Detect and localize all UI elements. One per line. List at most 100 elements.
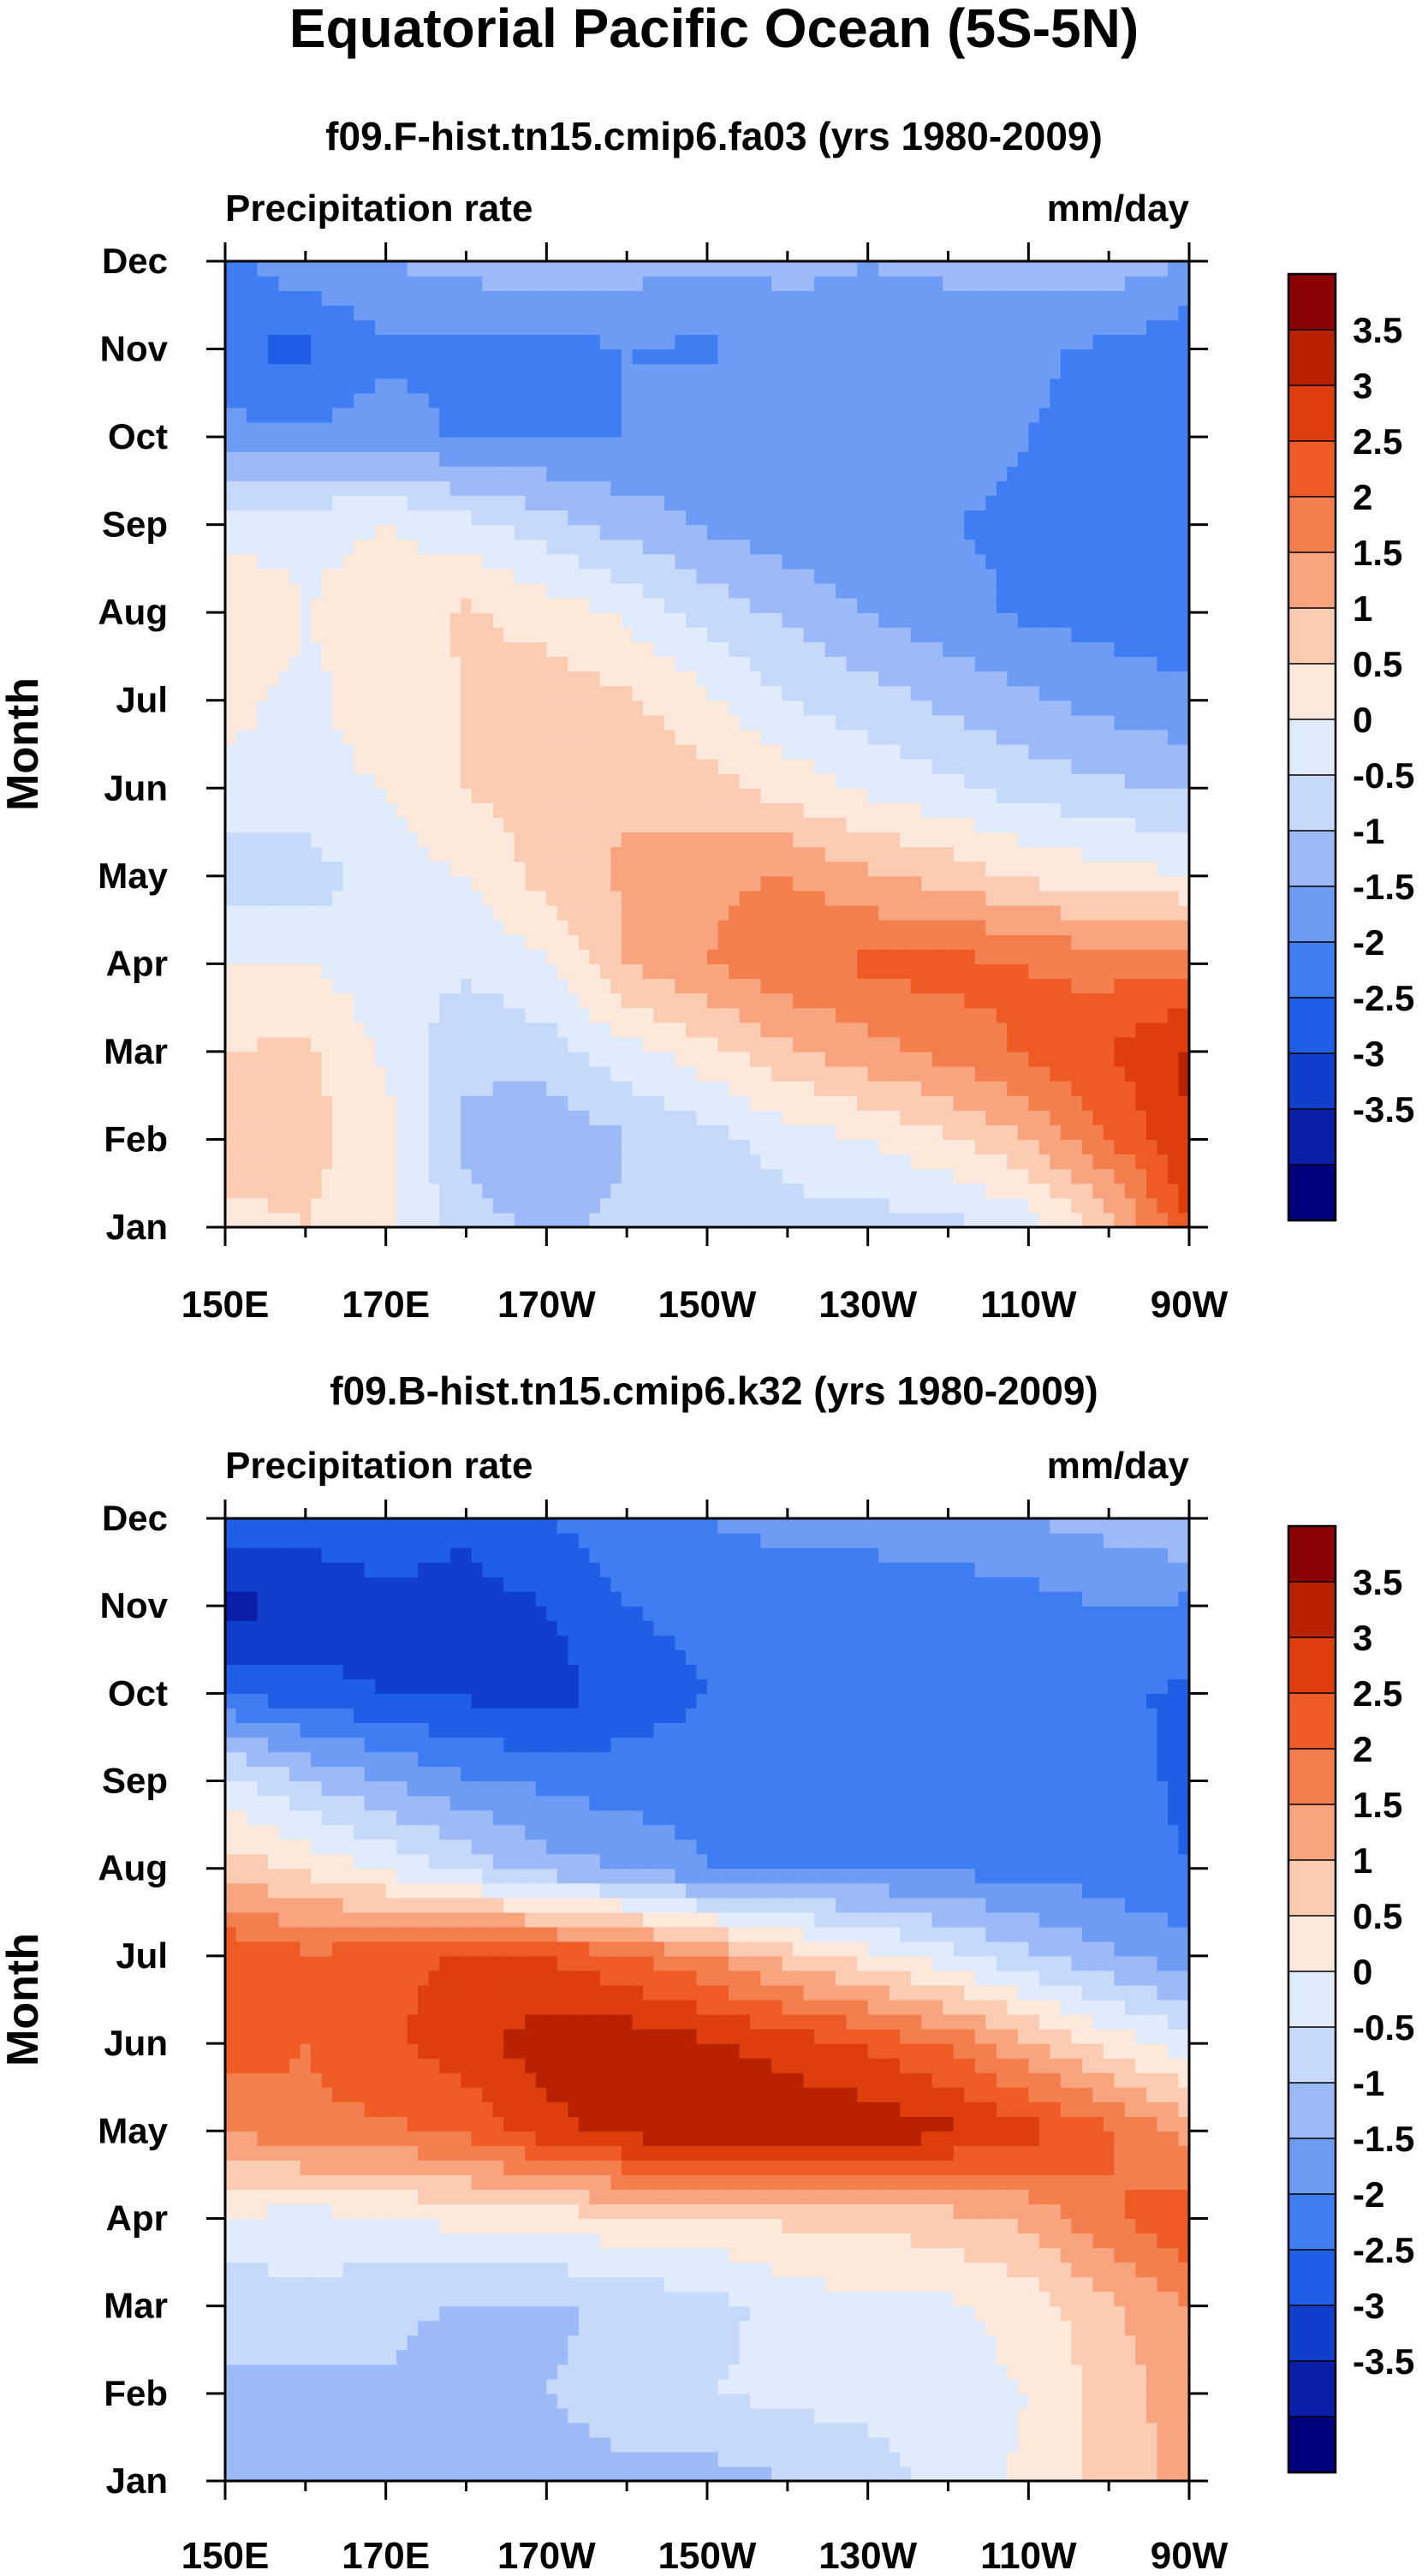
- contour-cell: [996, 539, 1008, 555]
- contour-cell: [535, 817, 547, 833]
- contour-cell: [857, 466, 869, 481]
- contour-cell: [1050, 437, 1062, 452]
- contour-cell: [354, 890, 366, 906]
- contour-cell: [621, 1036, 634, 1052]
- contour-cell: [439, 451, 451, 467]
- contour-cell: [663, 671, 676, 687]
- contour-cell: [653, 744, 665, 760]
- contour-cell: [1135, 832, 1147, 848]
- contour-cell: [332, 905, 344, 921]
- contour-cell: [257, 480, 269, 497]
- contour-cell: [996, 480, 1008, 497]
- contour-cell: [514, 1066, 526, 1082]
- contour-cell: [910, 963, 922, 980]
- contour-cell: [974, 744, 986, 760]
- contour-cell: [1050, 978, 1062, 994]
- contour-cell: [332, 993, 344, 1009]
- contour-cell: [289, 685, 301, 701]
- contour-cell: [300, 1095, 312, 1111]
- contour-cell: [311, 920, 323, 935]
- contour-cell: [663, 773, 676, 789]
- contour-cell: [889, 1168, 901, 1184]
- contour-cell: [771, 1212, 783, 1228]
- contour-cell: [235, 1051, 247, 1067]
- contour-cell: [910, 920, 922, 935]
- contour-cell: [492, 1036, 504, 1052]
- contour-cell: [889, 920, 901, 935]
- contour-cell: [696, 627, 708, 642]
- contour-cell: [1103, 1154, 1116, 1170]
- contour-cell: [428, 729, 440, 745]
- contour-cell: [503, 627, 515, 642]
- contour-cell: [599, 861, 611, 877]
- contour-cell: [1103, 890, 1116, 906]
- contour-cell: [675, 480, 687, 497]
- contour-cell: [482, 714, 494, 730]
- contour-cell: [525, 568, 537, 584]
- contour-cell: [1071, 773, 1083, 789]
- contour-cell: [1038, 1022, 1050, 1038]
- contour-cell: [492, 524, 504, 540]
- contour-cell: [1145, 905, 1158, 921]
- contour-cell: [824, 861, 836, 877]
- contour-cell: [568, 1110, 580, 1125]
- contour-cell: [396, 700, 408, 716]
- contour-cell: [278, 553, 290, 569]
- contour-cell: [546, 934, 558, 950]
- contour-cell: [428, 1095, 440, 1111]
- contour-cell: [1135, 1051, 1147, 1067]
- contour-cell: [578, 714, 590, 730]
- contour-cell: [247, 1183, 259, 1199]
- contour-cell: [589, 963, 601, 980]
- contour-cell: [1124, 861, 1137, 877]
- contour-cell: [793, 832, 805, 848]
- contour-cell: [568, 1212, 580, 1228]
- contour-cell: [985, 759, 997, 774]
- contour-cell: [685, 759, 698, 774]
- contour-cell: [1007, 1022, 1019, 1038]
- contour-cell: [535, 583, 547, 599]
- contour-cell: [1135, 920, 1147, 935]
- contour-cell: [449, 495, 461, 511]
- contour-cell: [1114, 1124, 1126, 1141]
- contour-cell: [535, 875, 547, 891]
- contour-cell: [1038, 524, 1050, 540]
- contour-cell: [449, 480, 461, 497]
- contour-cell: [247, 934, 259, 950]
- contour-cell: [471, 671, 483, 687]
- contour-cell: [964, 1051, 976, 1067]
- contour-cell: [1103, 1139, 1116, 1155]
- contour-cell: [1028, 480, 1040, 497]
- contour-cell: [589, 1081, 601, 1096]
- contour-cell: [836, 920, 848, 935]
- contour-cell: [1178, 934, 1190, 950]
- contour-cell: [364, 1110, 376, 1125]
- contour-cell: [428, 1081, 440, 1096]
- contour-cell: [268, 890, 280, 906]
- contour-cell: [1007, 1168, 1019, 1184]
- contour-cell: [1092, 583, 1104, 599]
- contour-cell: [503, 1051, 515, 1067]
- contour-cell: [1050, 466, 1062, 481]
- contour-cell: [846, 714, 858, 730]
- contour-cell: [1007, 1124, 1019, 1141]
- contour-cell: [492, 817, 504, 833]
- contour-cell: [578, 832, 590, 848]
- contour-cell: [675, 553, 687, 569]
- contour-cell: [610, 1139, 622, 1155]
- contour-cell: [300, 1154, 312, 1170]
- contour-cell: [1167, 1124, 1180, 1141]
- contour-cell: [503, 1168, 515, 1184]
- contour-cell: [857, 524, 869, 540]
- contour-cell: [642, 1139, 655, 1155]
- contour-cell: [696, 1110, 708, 1125]
- contour-cell: [257, 949, 269, 964]
- contour-cell: [428, 1110, 440, 1125]
- contour-cell: [1114, 1007, 1126, 1023]
- contour-cell: [525, 451, 537, 467]
- contour-cell: [824, 1022, 836, 1038]
- contour-cell: [300, 1212, 312, 1228]
- contour-cell: [943, 1051, 955, 1067]
- contour-cell: [836, 1095, 848, 1111]
- contour-cell: [1145, 466, 1158, 481]
